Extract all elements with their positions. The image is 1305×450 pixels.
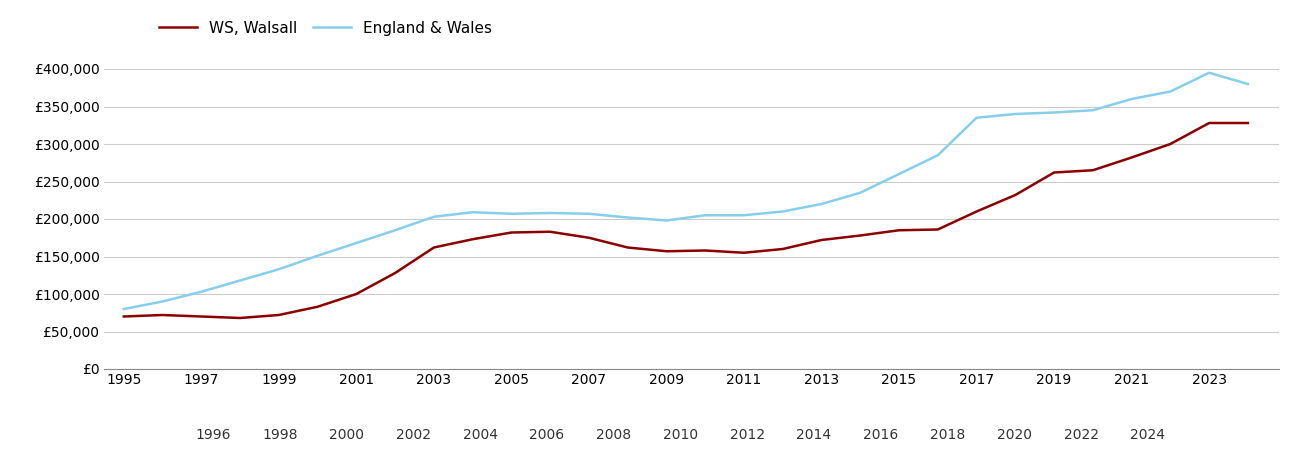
WS, Walsall	[775, 246, 791, 252]
England & Wales	[581, 211, 596, 216]
WS, Walsall	[232, 315, 248, 321]
WS, Walsall	[309, 304, 325, 310]
WS, Walsall	[1202, 120, 1218, 126]
WS, Walsall	[1084, 167, 1100, 173]
WS, Walsall	[1124, 155, 1139, 160]
England & Wales	[465, 210, 480, 215]
Text: 1996: 1996	[196, 428, 231, 442]
WS, Walsall	[852, 233, 868, 238]
England & Wales	[968, 115, 984, 121]
WS, Walsall	[891, 228, 907, 233]
England & Wales	[659, 218, 675, 223]
Text: 2002: 2002	[395, 428, 431, 442]
Text: 2006: 2006	[530, 428, 565, 442]
Text: 2022: 2022	[1064, 428, 1099, 442]
Text: 2004: 2004	[463, 428, 497, 442]
England & Wales	[543, 210, 559, 216]
England & Wales	[814, 201, 830, 207]
WS, Walsall	[425, 245, 441, 250]
Text: 2024: 2024	[1130, 428, 1165, 442]
WS, Walsall	[736, 250, 752, 256]
WS, Walsall	[348, 291, 364, 297]
WS, Walsall	[968, 209, 984, 214]
England & Wales	[116, 306, 132, 312]
WS, Walsall	[1047, 170, 1062, 175]
WS, Walsall	[271, 312, 287, 318]
England & Wales	[930, 153, 946, 158]
England & Wales	[271, 266, 287, 272]
Line: England & Wales: England & Wales	[124, 73, 1248, 309]
England & Wales	[620, 215, 636, 220]
WS, Walsall	[504, 230, 519, 235]
England & Wales	[193, 289, 209, 294]
England & Wales	[1240, 81, 1255, 87]
WS, Walsall	[1240, 120, 1255, 126]
Text: 1998: 1998	[262, 428, 298, 442]
England & Wales	[348, 240, 364, 246]
WS, Walsall	[1007, 192, 1023, 198]
England & Wales	[852, 190, 868, 195]
England & Wales	[775, 209, 791, 214]
England & Wales	[388, 228, 403, 233]
WS, Walsall	[659, 248, 675, 254]
England & Wales	[1007, 111, 1023, 117]
England & Wales	[1202, 70, 1218, 76]
England & Wales	[1084, 108, 1100, 113]
Text: 2020: 2020	[997, 428, 1032, 442]
England & Wales	[155, 299, 171, 304]
WS, Walsall	[193, 314, 209, 319]
Text: 2008: 2008	[596, 428, 632, 442]
WS, Walsall	[697, 248, 713, 253]
WS, Walsall	[465, 237, 480, 242]
England & Wales	[1047, 110, 1062, 115]
England & Wales	[232, 278, 248, 283]
Text: 2012: 2012	[729, 428, 765, 442]
Text: 2010: 2010	[663, 428, 698, 442]
WS, Walsall	[620, 245, 636, 250]
Text: 2014: 2014	[796, 428, 831, 442]
WS, Walsall	[155, 312, 171, 318]
WS, Walsall	[814, 237, 830, 243]
England & Wales	[697, 212, 713, 218]
WS, Walsall	[543, 229, 559, 234]
Text: 2018: 2018	[930, 428, 966, 442]
WS, Walsall	[388, 270, 403, 276]
England & Wales	[1124, 96, 1139, 102]
Line: WS, Walsall: WS, Walsall	[124, 123, 1248, 318]
England & Wales	[736, 212, 752, 218]
Text: 2016: 2016	[863, 428, 898, 442]
WS, Walsall	[930, 227, 946, 232]
England & Wales	[425, 214, 441, 220]
WS, Walsall	[581, 235, 596, 240]
Legend: WS, Walsall, England & Wales: WS, Walsall, England & Wales	[159, 21, 492, 36]
Text: 2000: 2000	[329, 428, 364, 442]
England & Wales	[891, 171, 907, 177]
WS, Walsall	[1163, 141, 1178, 147]
England & Wales	[309, 253, 325, 258]
England & Wales	[504, 211, 519, 216]
WS, Walsall	[116, 314, 132, 319]
England & Wales	[1163, 89, 1178, 94]
